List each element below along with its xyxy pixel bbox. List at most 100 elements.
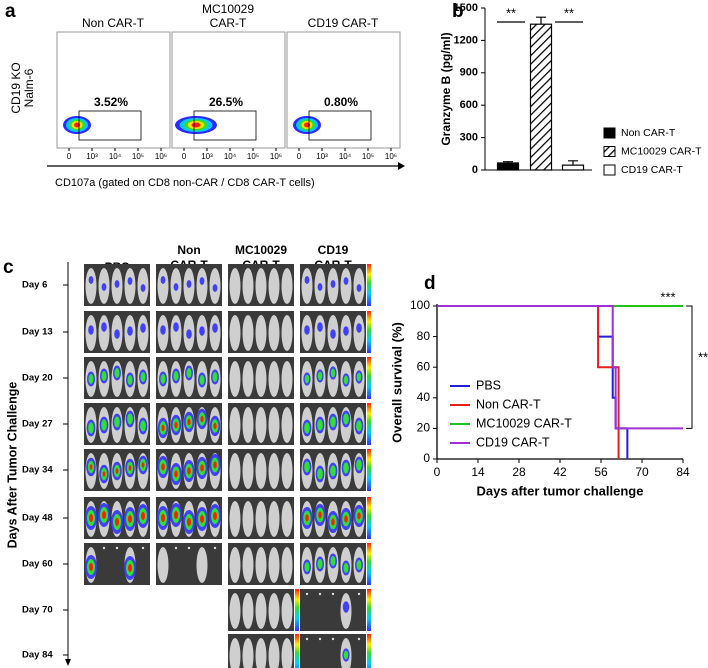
signal bbox=[160, 276, 166, 284]
gate bbox=[308, 110, 372, 141]
gate bbox=[78, 110, 142, 141]
tag-dot bbox=[141, 546, 145, 550]
x-tick-label: 10⁴ bbox=[109, 152, 122, 161]
legend-label: MC10029 CAR-T bbox=[476, 416, 572, 430]
signal bbox=[102, 511, 106, 519]
signal bbox=[101, 322, 107, 332]
mouse-image bbox=[228, 403, 294, 445]
day-label: Day 70 bbox=[22, 605, 53, 616]
signal bbox=[160, 374, 166, 384]
bar bbox=[529, 23, 553, 171]
color-scale bbox=[367, 311, 371, 353]
mouse bbox=[255, 593, 267, 629]
signal bbox=[89, 514, 93, 522]
tag-dot bbox=[102, 546, 106, 550]
signal bbox=[343, 563, 349, 573]
signal bbox=[187, 467, 191, 475]
x-tick-label: 10⁶ bbox=[270, 152, 282, 161]
survival-line bbox=[437, 305, 683, 430]
mouse bbox=[268, 593, 280, 629]
mouse-image bbox=[300, 634, 371, 668]
mouse bbox=[209, 315, 221, 351]
mouse bbox=[255, 361, 267, 397]
color-scale bbox=[367, 543, 371, 585]
mouse-image bbox=[84, 497, 150, 539]
signal bbox=[89, 464, 93, 470]
y-tick-label: 20 bbox=[417, 421, 431, 435]
column-title: CD19 bbox=[318, 243, 349, 257]
signal bbox=[173, 322, 179, 332]
signal bbox=[128, 564, 132, 572]
signal bbox=[357, 512, 361, 520]
signal bbox=[343, 277, 349, 285]
mouse bbox=[268, 547, 280, 583]
mouse bbox=[229, 593, 241, 629]
panel-label: a bbox=[5, 1, 16, 22]
legend-label: Non CAR-T bbox=[621, 127, 676, 139]
signal bbox=[330, 465, 336, 477]
signal bbox=[161, 424, 165, 432]
mouse-image bbox=[300, 543, 371, 585]
color-scale bbox=[367, 634, 371, 668]
mouse bbox=[242, 268, 254, 304]
legend-label: PBS bbox=[476, 378, 501, 392]
tag-dot bbox=[357, 592, 361, 596]
x-tick-label: 0 bbox=[297, 152, 302, 161]
signal bbox=[101, 283, 107, 291]
mouse bbox=[124, 268, 136, 304]
signal bbox=[127, 413, 133, 425]
mouse-image bbox=[300, 311, 371, 353]
mouse bbox=[301, 268, 313, 304]
mouse bbox=[157, 268, 169, 304]
x-tick-label: 42 bbox=[553, 465, 567, 479]
mouse bbox=[229, 407, 241, 443]
mouse-image bbox=[228, 449, 294, 491]
mouse-image bbox=[228, 543, 294, 585]
column-title: Non CAR-T bbox=[82, 16, 145, 30]
mouse bbox=[242, 501, 254, 537]
tag-dot bbox=[174, 546, 178, 550]
mouse-image bbox=[84, 449, 150, 491]
mouse bbox=[281, 593, 293, 629]
signal bbox=[186, 280, 192, 288]
density-blob bbox=[74, 122, 80, 128]
signal bbox=[114, 280, 120, 288]
signal bbox=[88, 422, 94, 434]
tag-dot bbox=[331, 637, 335, 641]
day-label: Day 60 bbox=[22, 559, 53, 570]
mouse bbox=[281, 407, 293, 443]
mouse-image bbox=[228, 264, 294, 306]
signal bbox=[305, 514, 309, 522]
x-tick-label: 10³ bbox=[86, 152, 98, 161]
day-label: Day 84 bbox=[22, 650, 53, 661]
x-tick-label: 0 bbox=[67, 152, 72, 161]
bracket bbox=[686, 305, 693, 429]
signal bbox=[141, 462, 145, 468]
signal bbox=[88, 325, 94, 335]
mouse bbox=[229, 638, 241, 668]
signal bbox=[356, 459, 362, 471]
tag-dot bbox=[115, 546, 119, 550]
signal bbox=[161, 463, 165, 471]
density-blob bbox=[304, 122, 310, 128]
signal bbox=[128, 465, 132, 471]
mouse bbox=[340, 268, 352, 304]
x-tick-label: 10⁵ bbox=[132, 152, 144, 161]
mouse bbox=[268, 361, 280, 397]
legend-swatch bbox=[603, 164, 616, 176]
significance: ** bbox=[564, 5, 574, 20]
mouse bbox=[255, 453, 267, 489]
signal bbox=[114, 368, 120, 378]
signal bbox=[304, 325, 310, 335]
signal bbox=[186, 368, 192, 378]
mouse-image bbox=[300, 497, 371, 539]
mouse-image bbox=[84, 403, 150, 445]
mouse bbox=[255, 547, 267, 583]
signal bbox=[317, 322, 323, 332]
y-tick-label: 1200 bbox=[454, 34, 478, 46]
signal bbox=[200, 515, 204, 523]
signal bbox=[127, 375, 133, 385]
significance: ** bbox=[698, 349, 708, 364]
mouse bbox=[281, 638, 293, 668]
y-tick-label: 0 bbox=[472, 164, 478, 176]
